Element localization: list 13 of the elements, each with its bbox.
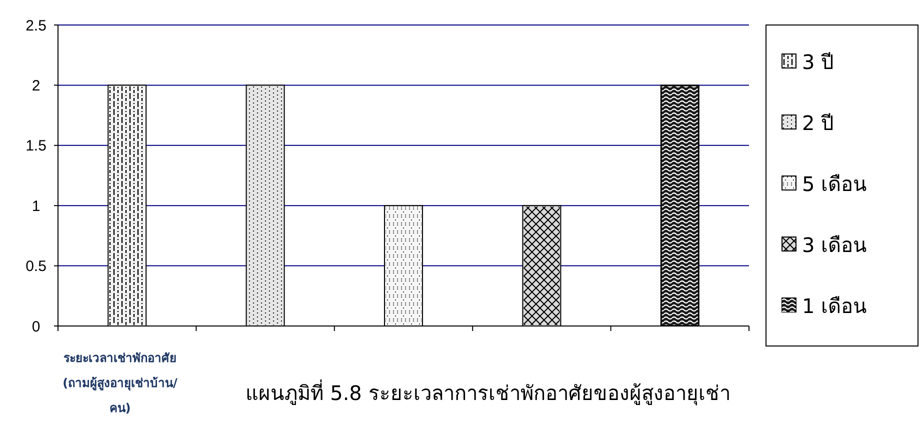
y-tick-label: 1 [32, 198, 40, 215]
legend-label: 3 เดือน [802, 233, 868, 257]
y-tick-label: 1.5 [26, 138, 46, 155]
legend-label: 2 ปี [802, 111, 834, 135]
y-tick-label: 0 [32, 318, 40, 336]
legend-label: 5 เดือน [802, 172, 868, 196]
y-tick-label: 0.5 [26, 258, 46, 276]
legend-label: 1 เดือน [802, 294, 868, 318]
y-tick-label: 2.5 [26, 17, 46, 34]
x-axis-title: ระยะเวลาเช่าพักอาศัย (ถามผู้สูงอายุเช่าบ้าน/คน) [62, 351, 178, 415]
y-tick-label: 2 [32, 77, 40, 94]
legend-label: 3 ปี [802, 50, 834, 74]
text: แผนภูมิที่ 5.8 ระยะเวลาการเช่าพักอาศัยของผู้สูงอายุเช่า [246, 379, 730, 406]
